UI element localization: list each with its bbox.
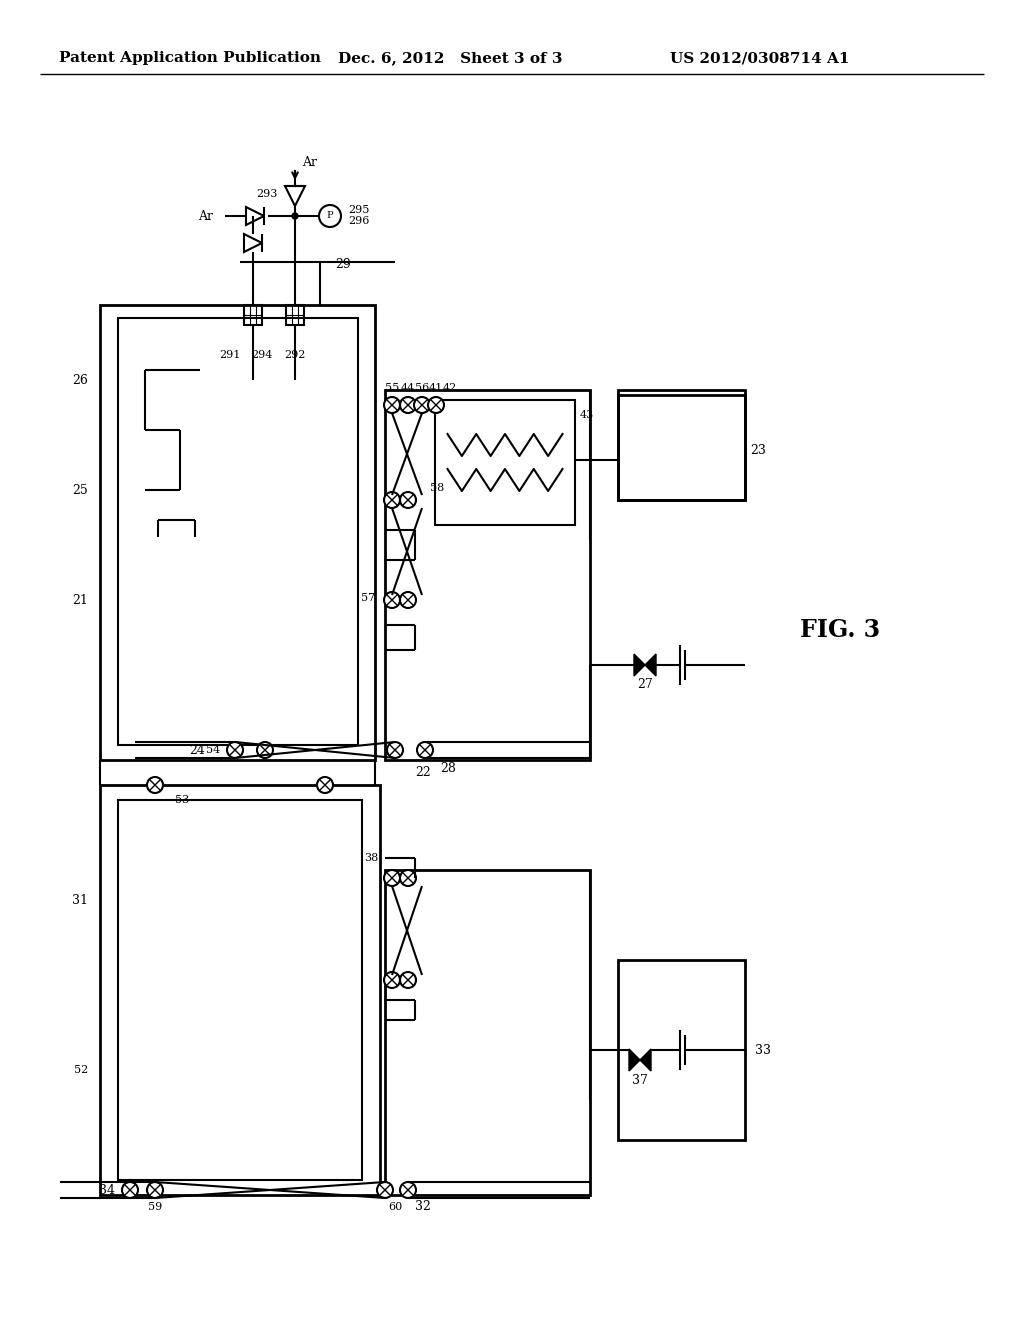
Circle shape — [377, 1181, 393, 1199]
Circle shape — [384, 591, 400, 609]
Polygon shape — [629, 1049, 640, 1071]
Polygon shape — [645, 653, 656, 676]
Text: 29: 29 — [335, 259, 351, 272]
Circle shape — [428, 397, 444, 413]
Text: 293: 293 — [257, 189, 278, 199]
Circle shape — [317, 777, 333, 793]
Text: 52: 52 — [74, 1065, 88, 1074]
Circle shape — [122, 1181, 138, 1199]
Polygon shape — [640, 1049, 651, 1071]
Bar — [385, 389, 590, 760]
Circle shape — [227, 742, 243, 758]
Circle shape — [384, 972, 400, 987]
Circle shape — [400, 397, 416, 413]
Text: 296: 296 — [348, 216, 370, 226]
Polygon shape — [634, 653, 645, 676]
Text: 21: 21 — [72, 594, 88, 606]
Circle shape — [319, 205, 341, 227]
Bar — [118, 800, 362, 1180]
Text: 292: 292 — [285, 350, 306, 360]
Circle shape — [147, 1181, 163, 1199]
Text: 28: 28 — [440, 762, 456, 775]
Circle shape — [414, 397, 430, 413]
Circle shape — [384, 397, 400, 413]
Text: 60: 60 — [388, 1203, 402, 1212]
Text: 27: 27 — [637, 678, 653, 692]
Text: 42: 42 — [442, 383, 457, 393]
Bar — [100, 785, 380, 1195]
Circle shape — [387, 742, 403, 758]
Text: Patent Application Publication: Patent Application Publication — [59, 51, 321, 65]
Text: P: P — [327, 211, 334, 220]
Text: FIG. 3: FIG. 3 — [800, 618, 880, 642]
Text: 25: 25 — [73, 483, 88, 496]
Text: 294: 294 — [251, 350, 272, 360]
Text: Dec. 6, 2012   Sheet 3 of 3: Dec. 6, 2012 Sheet 3 of 3 — [338, 51, 562, 65]
Text: 41: 41 — [429, 383, 443, 393]
Bar — [435, 400, 575, 525]
Text: 31: 31 — [72, 894, 88, 907]
Text: Ar: Ar — [198, 210, 213, 223]
Text: 32: 32 — [415, 1200, 431, 1213]
Text: 44: 44 — [400, 383, 415, 393]
Text: 26: 26 — [72, 374, 88, 387]
Text: 54: 54 — [206, 744, 220, 755]
Text: 295: 295 — [348, 205, 370, 215]
Circle shape — [400, 591, 416, 609]
Bar — [618, 389, 745, 500]
Text: 57: 57 — [360, 593, 375, 603]
Text: 43: 43 — [580, 411, 594, 420]
Circle shape — [384, 492, 400, 508]
Text: US 2012/0308714 A1: US 2012/0308714 A1 — [671, 51, 850, 65]
Text: 38: 38 — [364, 853, 378, 863]
Bar — [100, 305, 375, 760]
Circle shape — [400, 972, 416, 987]
Text: 23: 23 — [750, 444, 766, 457]
Text: 34: 34 — [99, 1184, 115, 1196]
Circle shape — [417, 742, 433, 758]
Bar — [385, 870, 590, 1195]
Text: 56: 56 — [415, 383, 429, 393]
Bar — [118, 318, 358, 744]
Text: 33: 33 — [755, 1044, 771, 1056]
Bar — [618, 960, 745, 1140]
Circle shape — [384, 870, 400, 886]
Circle shape — [400, 492, 416, 508]
Circle shape — [400, 1181, 416, 1199]
Text: 24: 24 — [189, 743, 205, 756]
Text: 53: 53 — [175, 795, 189, 805]
Text: 37: 37 — [632, 1073, 648, 1086]
Circle shape — [147, 777, 163, 793]
Text: 22: 22 — [415, 767, 431, 780]
Text: 58: 58 — [430, 483, 444, 492]
Circle shape — [292, 213, 298, 219]
Text: 55: 55 — [385, 383, 399, 393]
Bar — [244, 305, 262, 325]
Circle shape — [257, 742, 273, 758]
Circle shape — [400, 870, 416, 886]
Bar — [286, 305, 304, 325]
Text: 291: 291 — [219, 350, 241, 360]
Text: 59: 59 — [147, 1203, 162, 1212]
Text: Ar: Ar — [302, 157, 317, 169]
Bar — [618, 395, 745, 500]
